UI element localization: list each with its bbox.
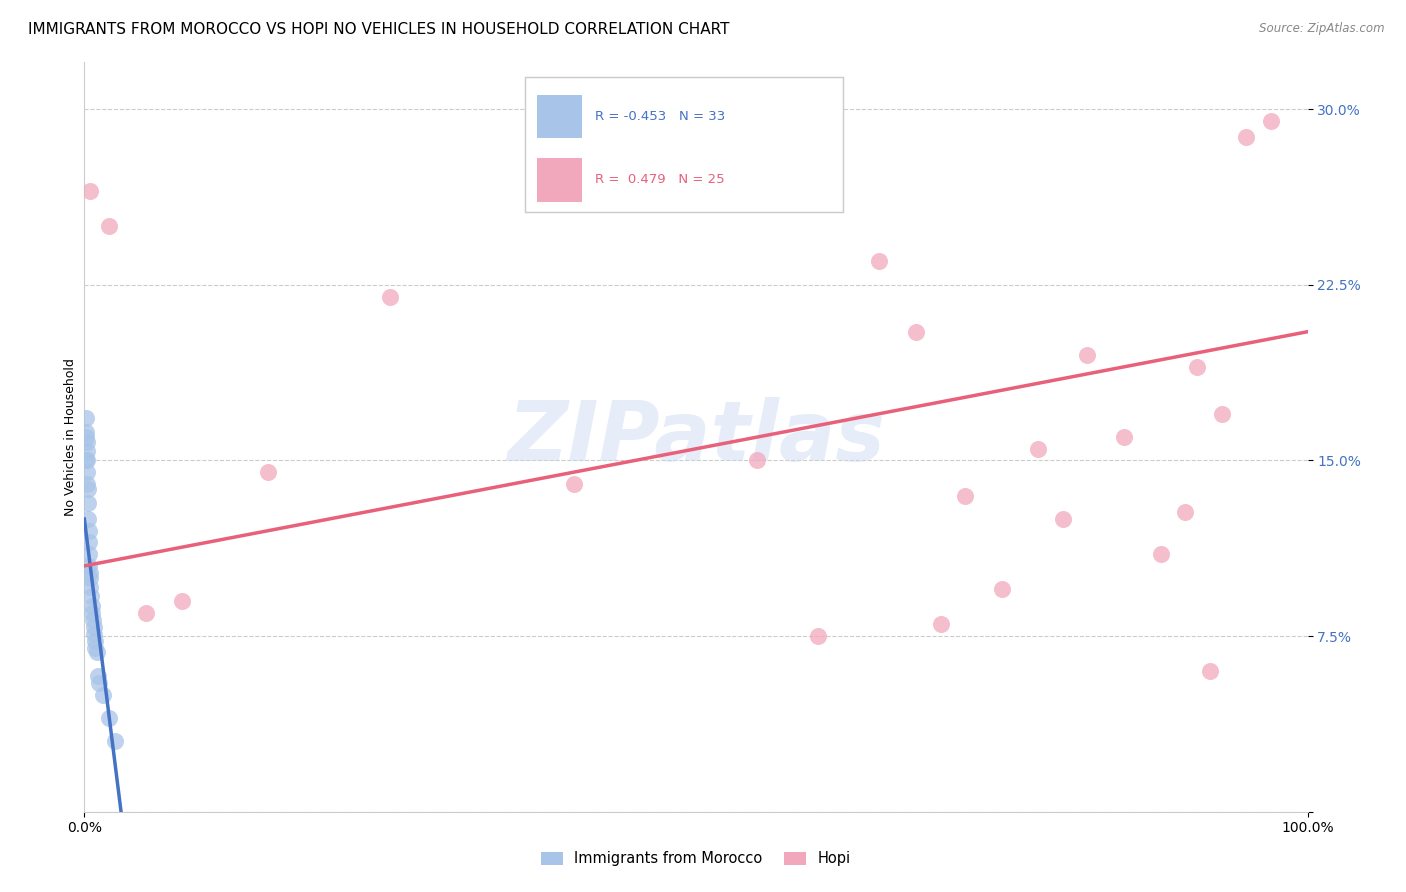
Point (79, 558, 101, 573)
Point (76, 476, 98, 491)
Text: Source: ZipAtlas.com: Source: ZipAtlas.com (1260, 22, 1385, 36)
Point (75, 430, 97, 444)
Point (1211, 407, 1233, 421)
Point (1236, 130, 1258, 145)
Y-axis label: No Vehicles in Household: No Vehicles in Household (65, 359, 77, 516)
Point (1052, 512, 1074, 526)
Point (80, 590, 103, 604)
Point (76, 482, 98, 496)
Point (172, 594, 194, 608)
Point (929, 617, 952, 632)
Point (747, 453, 769, 467)
Point (83, 620, 105, 634)
Point (87, 669, 110, 683)
Point (83, 633, 105, 648)
Text: ZIPatlas: ZIPatlas (508, 397, 884, 477)
Point (79, 580, 101, 594)
Point (257, 465, 280, 479)
Point (77, 524, 100, 538)
Point (86, 646, 108, 660)
Point (76, 465, 98, 479)
Point (77, 547, 100, 561)
Point (1028, 442, 1050, 456)
Point (80, 599, 103, 613)
Point (82, 606, 104, 620)
Point (1174, 505, 1197, 519)
Point (76, 453, 98, 467)
Point (83, 626, 105, 640)
Point (1076, 348, 1098, 362)
Point (135, 606, 157, 620)
Point (75, 453, 97, 467)
Legend: Immigrants from Morocco, Hopi: Immigrants from Morocco, Hopi (534, 846, 858, 871)
Point (77, 496, 100, 510)
Point (953, 489, 976, 503)
Point (562, 476, 585, 491)
Point (97, 219, 120, 234)
Point (91, 688, 114, 702)
Point (75, 411, 97, 425)
Point (76, 444, 98, 458)
Point (991, 582, 1014, 597)
Point (79, 184, 101, 198)
Point (82, 613, 104, 627)
Point (380, 289, 402, 303)
Point (75, 425, 97, 440)
Point (76, 434, 98, 449)
Point (1114, 430, 1136, 444)
Point (97, 711, 120, 725)
Point (1150, 547, 1173, 561)
Point (1260, 114, 1282, 128)
Point (77, 512, 100, 526)
Point (104, 734, 127, 748)
Point (79, 566, 101, 580)
Point (905, 325, 928, 339)
Point (87, 676, 110, 690)
Point (869, 254, 891, 268)
Point (807, 629, 830, 643)
Text: IMMIGRANTS FROM MOROCCO VS HOPI NO VEHICLES IN HOUSEHOLD CORRELATION CHART: IMMIGRANTS FROM MOROCCO VS HOPI NO VEHIC… (28, 22, 730, 37)
Point (77, 535, 100, 549)
Point (84, 640, 107, 655)
Point (79, 571, 101, 585)
Point (1187, 359, 1209, 374)
Point (1198, 664, 1220, 679)
